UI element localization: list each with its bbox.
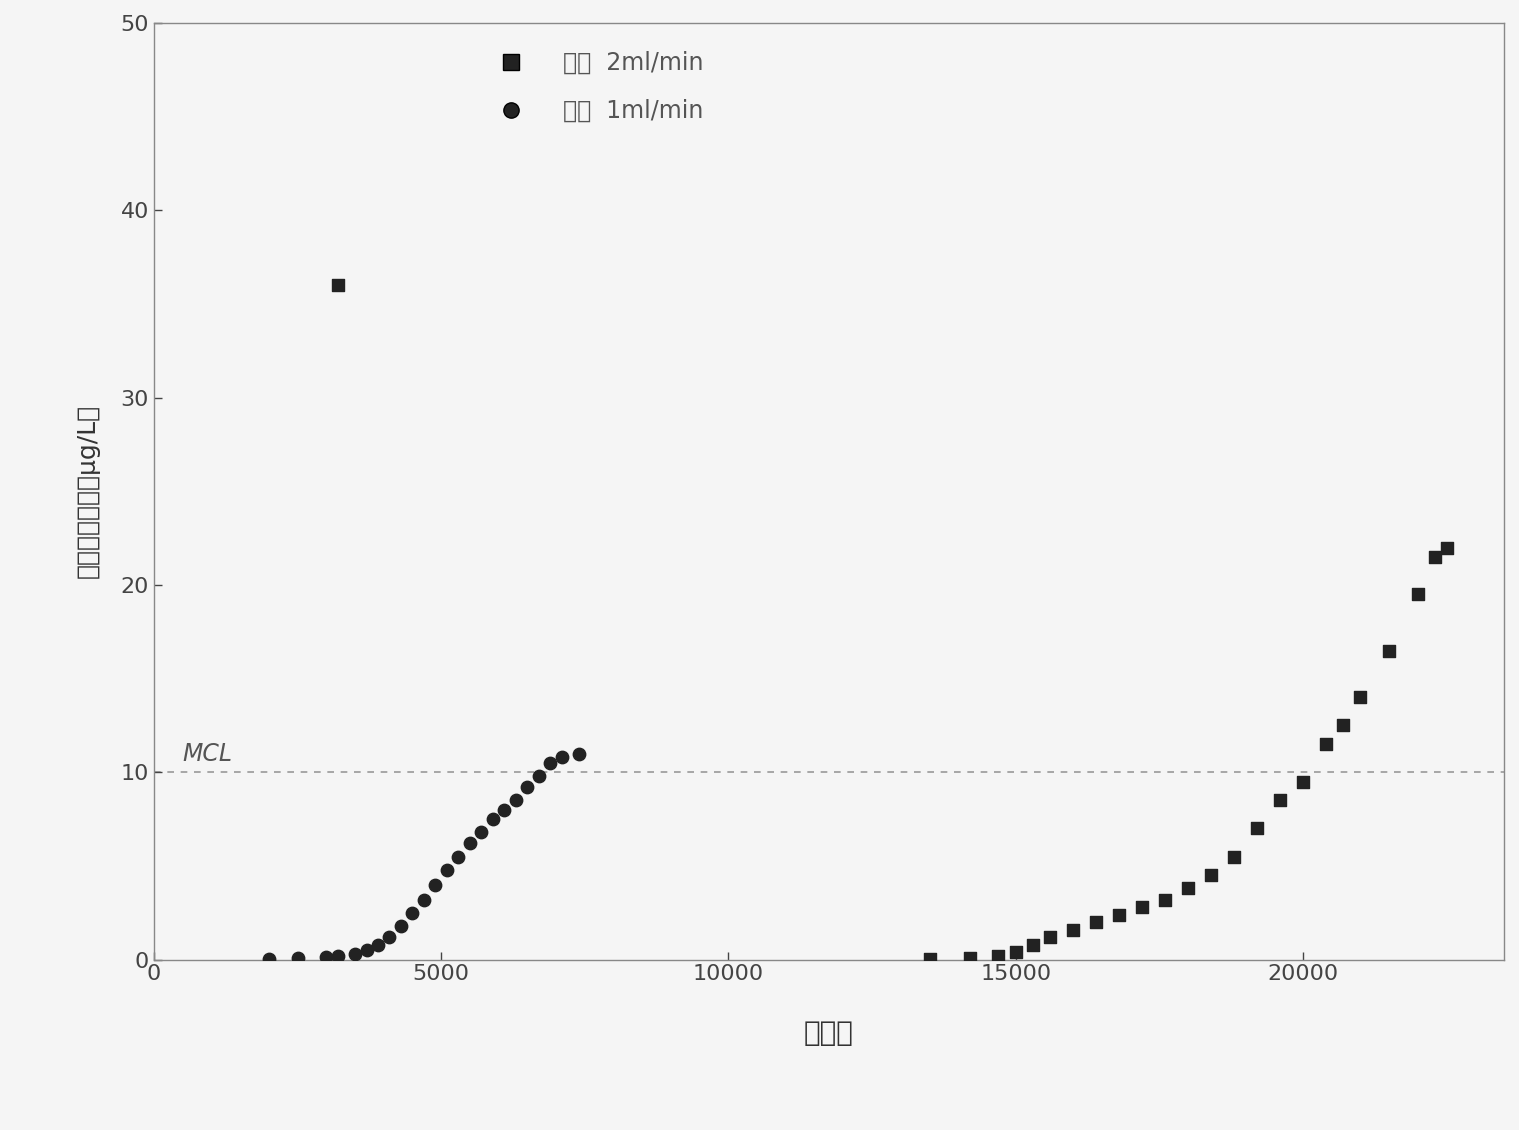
流速  2ml/min [1153,890,1177,909]
流速  1ml/min [492,801,516,819]
流速  1ml/min [412,890,436,909]
流速  2ml/min [1331,716,1355,734]
Legend: 流速  2ml/min, 流速  1ml/min: 流速 2ml/min, 流速 1ml/min [478,42,712,132]
流速  1ml/min [424,876,448,894]
流速  1ml/min [401,904,425,922]
流速  1ml/min [447,848,471,866]
流速  1ml/min [377,928,401,946]
流速  2ml/min [1004,944,1028,962]
流速  2ml/min [1198,867,1223,885]
流速  2ml/min [1060,921,1085,939]
流速  2ml/min [1434,539,1458,557]
流速  1ml/min [550,748,574,766]
流速  2ml/min [957,949,981,967]
流速  1ml/min [504,791,529,809]
流速  1ml/min [286,949,310,967]
流速  1ml/min [434,861,459,879]
流速  1ml/min [527,767,551,785]
流速  1ml/min [469,823,494,841]
流速  2ml/min [1405,585,1429,603]
流速  2ml/min [1130,898,1154,916]
流速  2ml/min [1037,928,1062,946]
流速  1ml/min [538,754,562,772]
流速  2ml/min [1349,688,1373,706]
流速  2ml/min [1021,936,1045,954]
流速  2ml/min [1314,736,1338,754]
流速  2ml/min [986,947,1010,965]
流速  1ml/min [366,936,390,954]
流速  2ml/min [1176,879,1200,897]
流速  1ml/min [314,948,339,966]
X-axis label: 柱体积: 柱体积 [804,1019,854,1048]
流速  2ml/min [1423,548,1448,566]
流速  1ml/min [257,949,281,967]
流速  1ml/min [457,834,482,852]
Text: MCL: MCL [182,742,232,766]
流速  2ml/min [1268,791,1293,809]
流速  1ml/min [354,941,378,959]
流速  1ml/min [515,779,539,797]
流速  2ml/min [1085,913,1109,931]
流速  1ml/min [480,810,504,828]
流速  1ml/min [325,947,349,965]
流速  1ml/min [389,916,413,935]
流速  1ml/min [343,945,368,963]
Y-axis label: 含础废水流量（μg/L）: 含础废水流量（μg/L） [76,405,100,579]
流速  2ml/min [1221,848,1246,866]
流速  2ml/min [1244,819,1268,837]
流速  1ml/min [567,745,591,763]
流速  2ml/min [1291,773,1315,791]
流速  2ml/min [917,949,942,967]
流速  2ml/min [1376,642,1401,660]
流速  2ml/min [1107,905,1132,923]
Point [325,276,349,294]
